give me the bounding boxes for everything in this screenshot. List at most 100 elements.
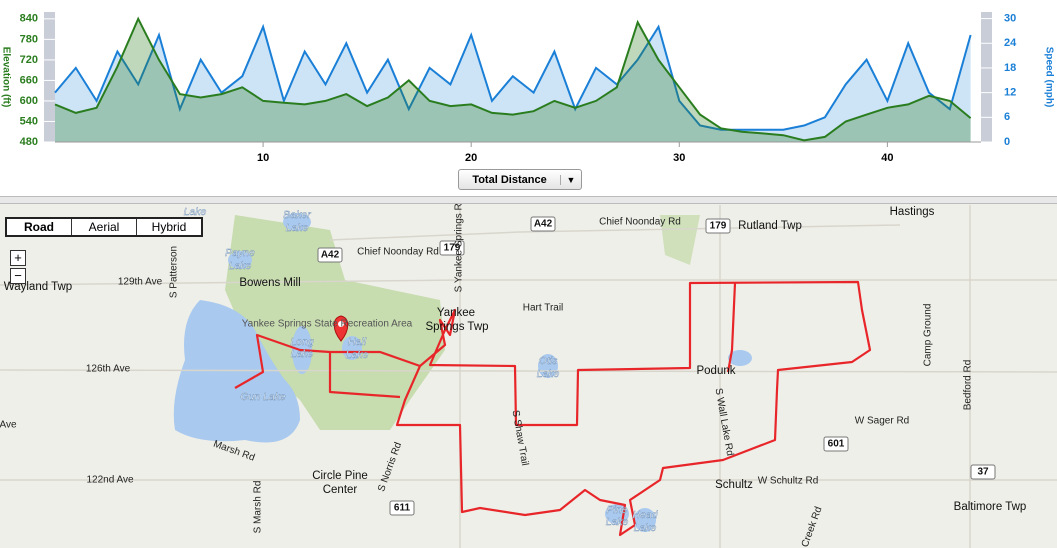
map-label: Bedford Rd	[963, 360, 974, 411]
y2-tick-label: 24	[1004, 37, 1017, 49]
map-label: Baltimore Twp	[954, 501, 1027, 513]
dropdown-arrow: ▼	[560, 174, 581, 185]
road-shield	[705, 218, 731, 234]
series-line	[54, 16, 972, 142]
road-shield	[530, 216, 556, 232]
map-label: Lake	[606, 516, 629, 528]
y2-axis-label: Speed (mph)	[1043, 47, 1054, 108]
map-label: S Patterson	[169, 246, 180, 298]
splitter[interactable]	[0, 196, 1057, 204]
zoom-out[interactable]: −	[10, 268, 26, 284]
map-label: Hall	[348, 336, 367, 348]
zoom-in[interactable]: +	[10, 250, 26, 266]
x-tick-label: 20	[465, 152, 477, 164]
map-label: Bowens Mill	[239, 277, 300, 289]
map-label: Center	[323, 484, 358, 496]
map-label: Ave	[0, 420, 17, 431]
map-label: Lake	[184, 206, 207, 218]
lake	[342, 336, 362, 360]
series-line	[54, 23, 972, 131]
y-tick-label: 840	[20, 13, 38, 25]
y-tick-label: 600	[20, 95, 38, 107]
map-label: Head	[632, 509, 658, 521]
map-type-button[interactable]: Road	[24, 220, 54, 234]
road-number: 179	[444, 243, 461, 254]
road-number: A42	[321, 250, 340, 261]
y-tick-label: 720	[20, 54, 38, 66]
map-label: Pine	[606, 504, 627, 516]
map-label: Camp Ground	[923, 304, 934, 367]
road-number: 611	[394, 503, 411, 514]
y2-tick-label: 12	[1004, 87, 1016, 99]
map-label: Circle Pine	[312, 470, 368, 482]
x-selector[interactable]: Total Distance ▼	[458, 169, 582, 190]
lake	[283, 213, 311, 231]
map-type-button[interactable]: Aerial	[71, 219, 136, 235]
road-shield	[823, 436, 849, 452]
map-label: Lake	[229, 260, 252, 272]
map-label: Rutland Twp	[738, 220, 802, 232]
map-label: S Marsh Rd	[253, 481, 264, 534]
area-fill	[55, 26, 971, 142]
map-label: Long	[290, 336, 314, 348]
x-tick-label: 10	[257, 152, 269, 164]
y-tick-label: 660	[20, 74, 38, 86]
x-tick-label: 40	[881, 152, 893, 164]
lake	[634, 508, 656, 532]
y2-tick-label: 30	[1004, 12, 1016, 24]
map-label: Otis	[539, 355, 558, 367]
y-axis-bar	[44, 12, 55, 142]
road-number: 601	[828, 439, 845, 450]
profile-chart: Elevation (ft) Speed (mph) 10 20 30 40 480 54…	[0, 0, 1057, 196]
map-label: Lake	[634, 522, 657, 534]
map-label: Lake	[286, 222, 309, 234]
area-fill	[55, 18, 971, 142]
y-tick-label: 780	[20, 33, 38, 45]
y-tick-label: 540	[20, 115, 38, 127]
map-label: S Yankee Springs Rd	[454, 198, 465, 293]
road-shield	[317, 247, 343, 263]
map-label: Podunk	[696, 365, 735, 377]
y2-tick-label: 0	[1004, 136, 1010, 148]
map-label: 129th Ave	[118, 277, 163, 288]
road-number: 37	[977, 467, 989, 478]
map-label: Hart Trail	[523, 303, 564, 314]
lake	[173, 300, 300, 443]
y2-axis-bar	[981, 12, 992, 142]
y-tick-label: 480	[20, 136, 38, 148]
map-pin-dot	[338, 321, 344, 327]
roads	[0, 205, 1057, 548]
map-label: W Schultz Rd	[758, 476, 819, 487]
y-axis-label: Elevation (ft)	[0, 47, 11, 108]
road-shield	[439, 240, 465, 256]
map-type-button[interactable]: Hybrid	[136, 219, 201, 235]
x-selector-label: Total Distance	[472, 173, 547, 186]
map-label: Wayland Twp	[4, 281, 72, 293]
map-label: Yankee	[437, 307, 475, 319]
map-pin[interactable]	[333, 315, 349, 342]
map-label: Lake	[346, 349, 369, 361]
map-label: Lake	[537, 368, 560, 380]
map-label: Lake	[291, 348, 314, 360]
map-label: Chief Noonday Rd	[599, 217, 681, 228]
y2-tick-label: 18	[1004, 62, 1016, 74]
map-label: Payne	[225, 247, 255, 259]
lake	[228, 251, 252, 269]
park	[660, 215, 700, 265]
map-label: Baker	[283, 209, 311, 221]
lake	[538, 354, 558, 378]
route	[234, 280, 872, 537]
map-label: Schultz	[715, 479, 753, 491]
map-type-switch: Road Aerial Hybrid	[5, 217, 203, 237]
road-number: 179	[710, 221, 727, 232]
map-label: 126th Ave	[86, 364, 131, 375]
map-label: Springs Twp	[425, 321, 488, 333]
map-label: Hastings	[890, 206, 935, 218]
map-label: Yankee Springs State Recreation Area	[242, 319, 413, 330]
road-shield	[389, 500, 415, 516]
lake	[728, 350, 752, 366]
map-label: 122nd Ave	[86, 475, 134, 486]
map-label: W Sager Rd	[855, 416, 909, 427]
road-number: A42	[534, 219, 553, 230]
